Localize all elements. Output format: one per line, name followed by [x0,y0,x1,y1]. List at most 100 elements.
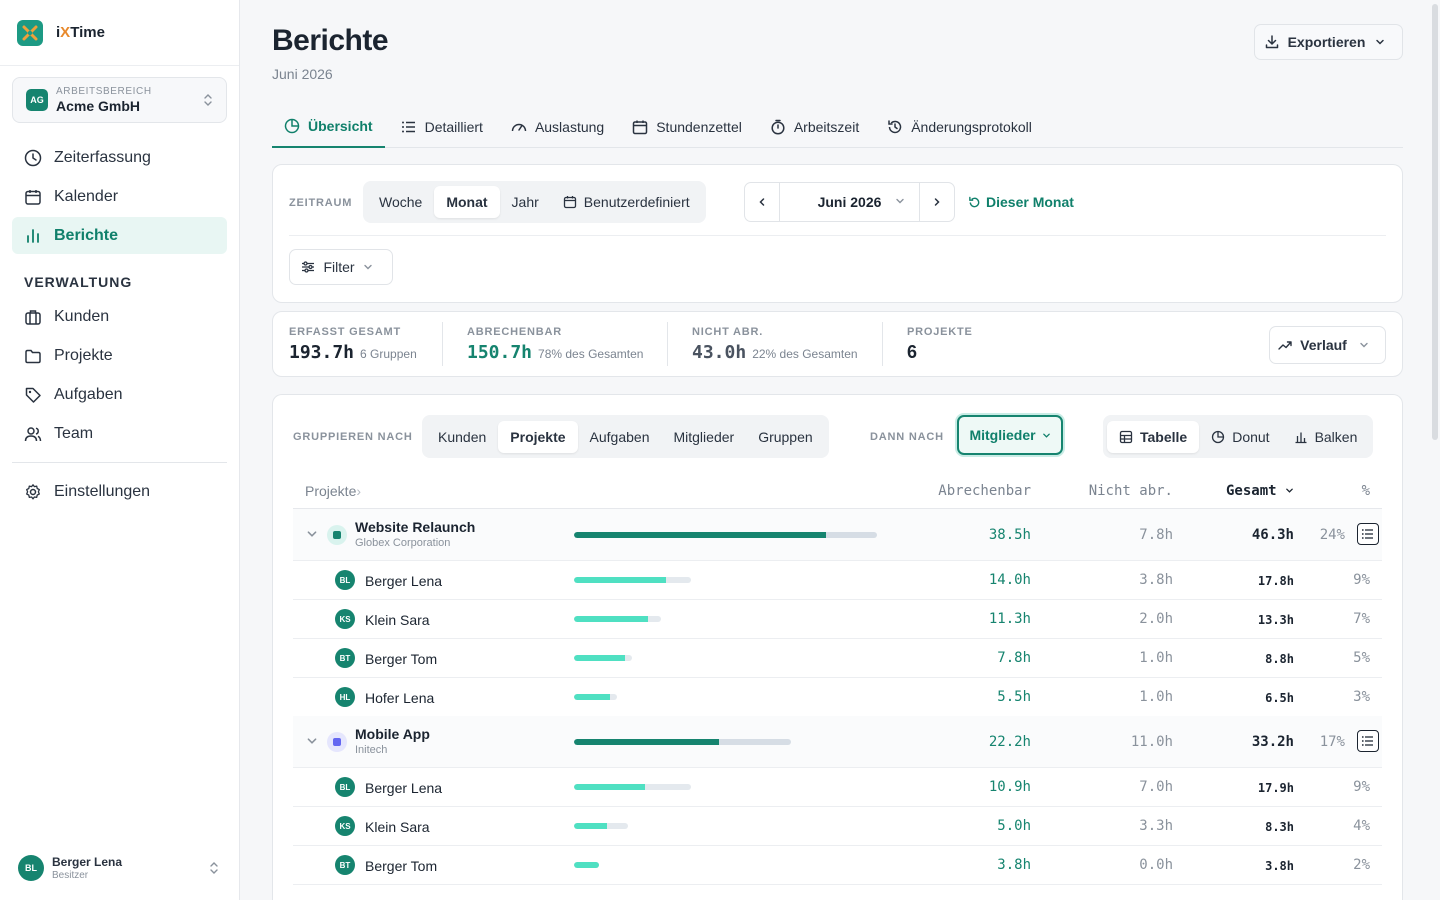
column-header-percent[interactable]: % [1361,483,1370,499]
nav-item-kunden[interactable]: Kunden [12,298,227,335]
nav-item-kalender[interactable]: Kalender [12,178,227,215]
trend-button[interactable]: Verlauf [1269,326,1386,364]
table-header: Projekte› Abrechenbar Nicht abr. Gesamt … [293,475,1382,509]
chevron-down-icon[interactable] [306,528,318,540]
period-filter-card: ZEITRAUM Woche Monat Jahr Benutzerdefini… [272,164,1403,303]
tab-auslastung[interactable]: Auslastung [499,105,616,148]
group-by-label: GRUPPIEREN NACH [293,431,413,443]
main-nav: Zeiterfassung Kalender Berichte [12,139,227,256]
member-name: Berger Tom [365,858,438,874]
divider [667,322,668,366]
group-option-kunden[interactable]: Kunden [438,428,487,445]
project-row[interactable]: Website Relaunch Globex Corporation 38.5… [293,509,1382,561]
divider [442,322,443,366]
view-option-balken[interactable]: Balken [1282,421,1370,453]
member-row[interactable]: BL Berger Lena 10.9h 7.0h 17.9h 9% [293,768,1382,807]
tab-arbeitszeit[interactable]: Arbeitszeit [758,105,871,148]
member-row[interactable]: HL Hofer Lena 5.5h 1.0h 6.5h 3% [293,678,1382,717]
period-select[interactable]: Juni 2026 [779,183,920,221]
cell-nonbillable: 3.8h [1139,572,1173,588]
view-option-donut[interactable]: Donut [1199,421,1281,453]
tab-stundenzettel[interactable]: Stundenzettel [620,105,754,148]
member-name: Hofer Lena [365,690,435,706]
filter-label: Filter [323,259,355,275]
project-row[interactable]: Mobile App Initech 22.2h 11.0h 33.2h 17% [293,716,1382,768]
next-period-button[interactable] [920,183,954,221]
cell-nonbillable: 3.3h [1139,818,1173,834]
avatar: BT [335,648,355,668]
chevron-updown-icon [210,862,218,874]
then-by-select[interactable]: Mitglieder [957,415,1063,455]
stat-projects-value: 6 [907,342,918,362]
column-header-gesamt[interactable]: Gesamt [1226,483,1294,499]
period-option-monat[interactable]: Monat [434,186,500,218]
nav-label: Berichte [54,226,119,244]
nav-item-berichte[interactable]: Berichte [12,217,227,254]
user-menu[interactable]: BL Berger Lena Besitzer [18,852,224,884]
member-row[interactable]: BT Berger Tom 3.8h 0.0h 3.8h 2% [293,846,1382,885]
export-button[interactable]: Exportieren [1254,24,1403,60]
tab-detailliert[interactable]: Detailliert [389,105,495,148]
details-list-button[interactable] [1357,523,1379,545]
avatar: KS [335,609,355,629]
tab-uebersicht[interactable]: Übersicht [272,105,385,148]
column-header-nicht-abr[interactable]: Nicht abr. [1088,483,1173,499]
summary-stats-card: ERFASST GESAMT 193.7h 6 Gruppen ABRECHENB… [272,311,1403,377]
tab-label: Stundenzettel [656,118,742,135]
brand[interactable]: iXTime [0,0,239,66]
group-option-gruppen[interactable]: Gruppen [758,428,813,445]
nav-item-projekte[interactable]: Projekte [12,337,227,374]
tab-aenderungsprotokoll[interactable]: Änderungsprotokoll [875,105,1044,148]
stat-total-label: ERFASST GESAMT [289,326,402,338]
avatar: KS [335,816,355,836]
divider [882,322,883,366]
cell-total: 17.9h [1257,781,1294,795]
group-option-mitglieder[interactable]: Mitglieder [673,428,735,445]
nav-item-team[interactable]: Team [12,415,227,452]
member-hours-bar [574,694,617,700]
nav-divider [12,462,227,463]
nav-label: Team [54,424,94,442]
chevron-down-icon [1042,433,1050,438]
project-client: Globex Corporation [355,537,451,549]
nav-item-aufgaben[interactable]: Aufgaben [12,376,227,413]
project-hours-bar [574,739,792,745]
member-row[interactable]: BL Berger Lena 14.0h 3.8h 17.8h 9% [293,561,1382,600]
tab-label: Übersicht [308,117,373,134]
period-option-benutzerdefiniert[interactable]: Benutzerdefiniert [551,186,702,218]
stat-nonbillable: NICHT ABR. 43.0h 22% des Gesamten [692,326,858,363]
stat-nonbillable-note: 22% des Gesamten [752,347,858,361]
group-option-aufgaben[interactable]: Aufgaben [589,428,650,445]
member-row[interactable]: KS Klein Sara 11.3h 2.0h 13.3h 7% [293,600,1382,639]
chevron-down-icon[interactable] [306,735,318,747]
cell-billable: 14.0h [988,572,1031,588]
cell-total: 46.3h [1251,527,1294,543]
cell-billable: 11.3h [988,611,1031,627]
avatar: BL [18,855,44,881]
filter-button[interactable]: Filter [289,249,393,285]
workspace-switcher[interactable]: AG ARBEITSBEREICH Acme GmbH [12,77,227,123]
prev-period-button[interactable] [745,183,779,221]
member-row[interactable]: KS Klein Sara 5.0h 3.3h 8.3h 4% [293,807,1382,846]
member-billable-fill [574,784,646,790]
page-subtitle: Juni 2026 [272,66,333,82]
nav-item-einstellungen[interactable]: Einstellungen [12,473,227,510]
member-name: Berger Tom [365,651,438,667]
nav-item-zeiterfassung[interactable]: Zeiterfassung [12,139,227,176]
cell-nonbillable: 11.0h [1130,734,1173,750]
page-scrollbar[interactable] [1432,4,1438,440]
period-option-woche[interactable]: Woche [379,194,423,210]
column-header-abrechenbar[interactable]: Abrechenbar [938,483,1031,499]
stat-projects: PROJEKTE 6 [907,326,973,363]
member-row[interactable]: BT Berger Tom 7.8h 1.0h 8.8h 5% [293,639,1382,678]
users-icon [24,426,42,441]
details-list-button[interactable] [1357,730,1379,752]
member-hours-bar [574,862,599,868]
project-color-icon [327,525,347,545]
stat-total: ERFASST GESAMT 193.7h 6 Gruppen [289,326,417,363]
column-header-projekte[interactable]: Projekte› [305,483,362,499]
this-month-button[interactable]: Dieser Monat [968,194,1074,210]
period-option-jahr[interactable]: Jahr [511,194,539,210]
view-option-tabelle[interactable]: Tabelle [1107,420,1200,453]
group-option-projekte[interactable]: Projekte [498,420,578,453]
